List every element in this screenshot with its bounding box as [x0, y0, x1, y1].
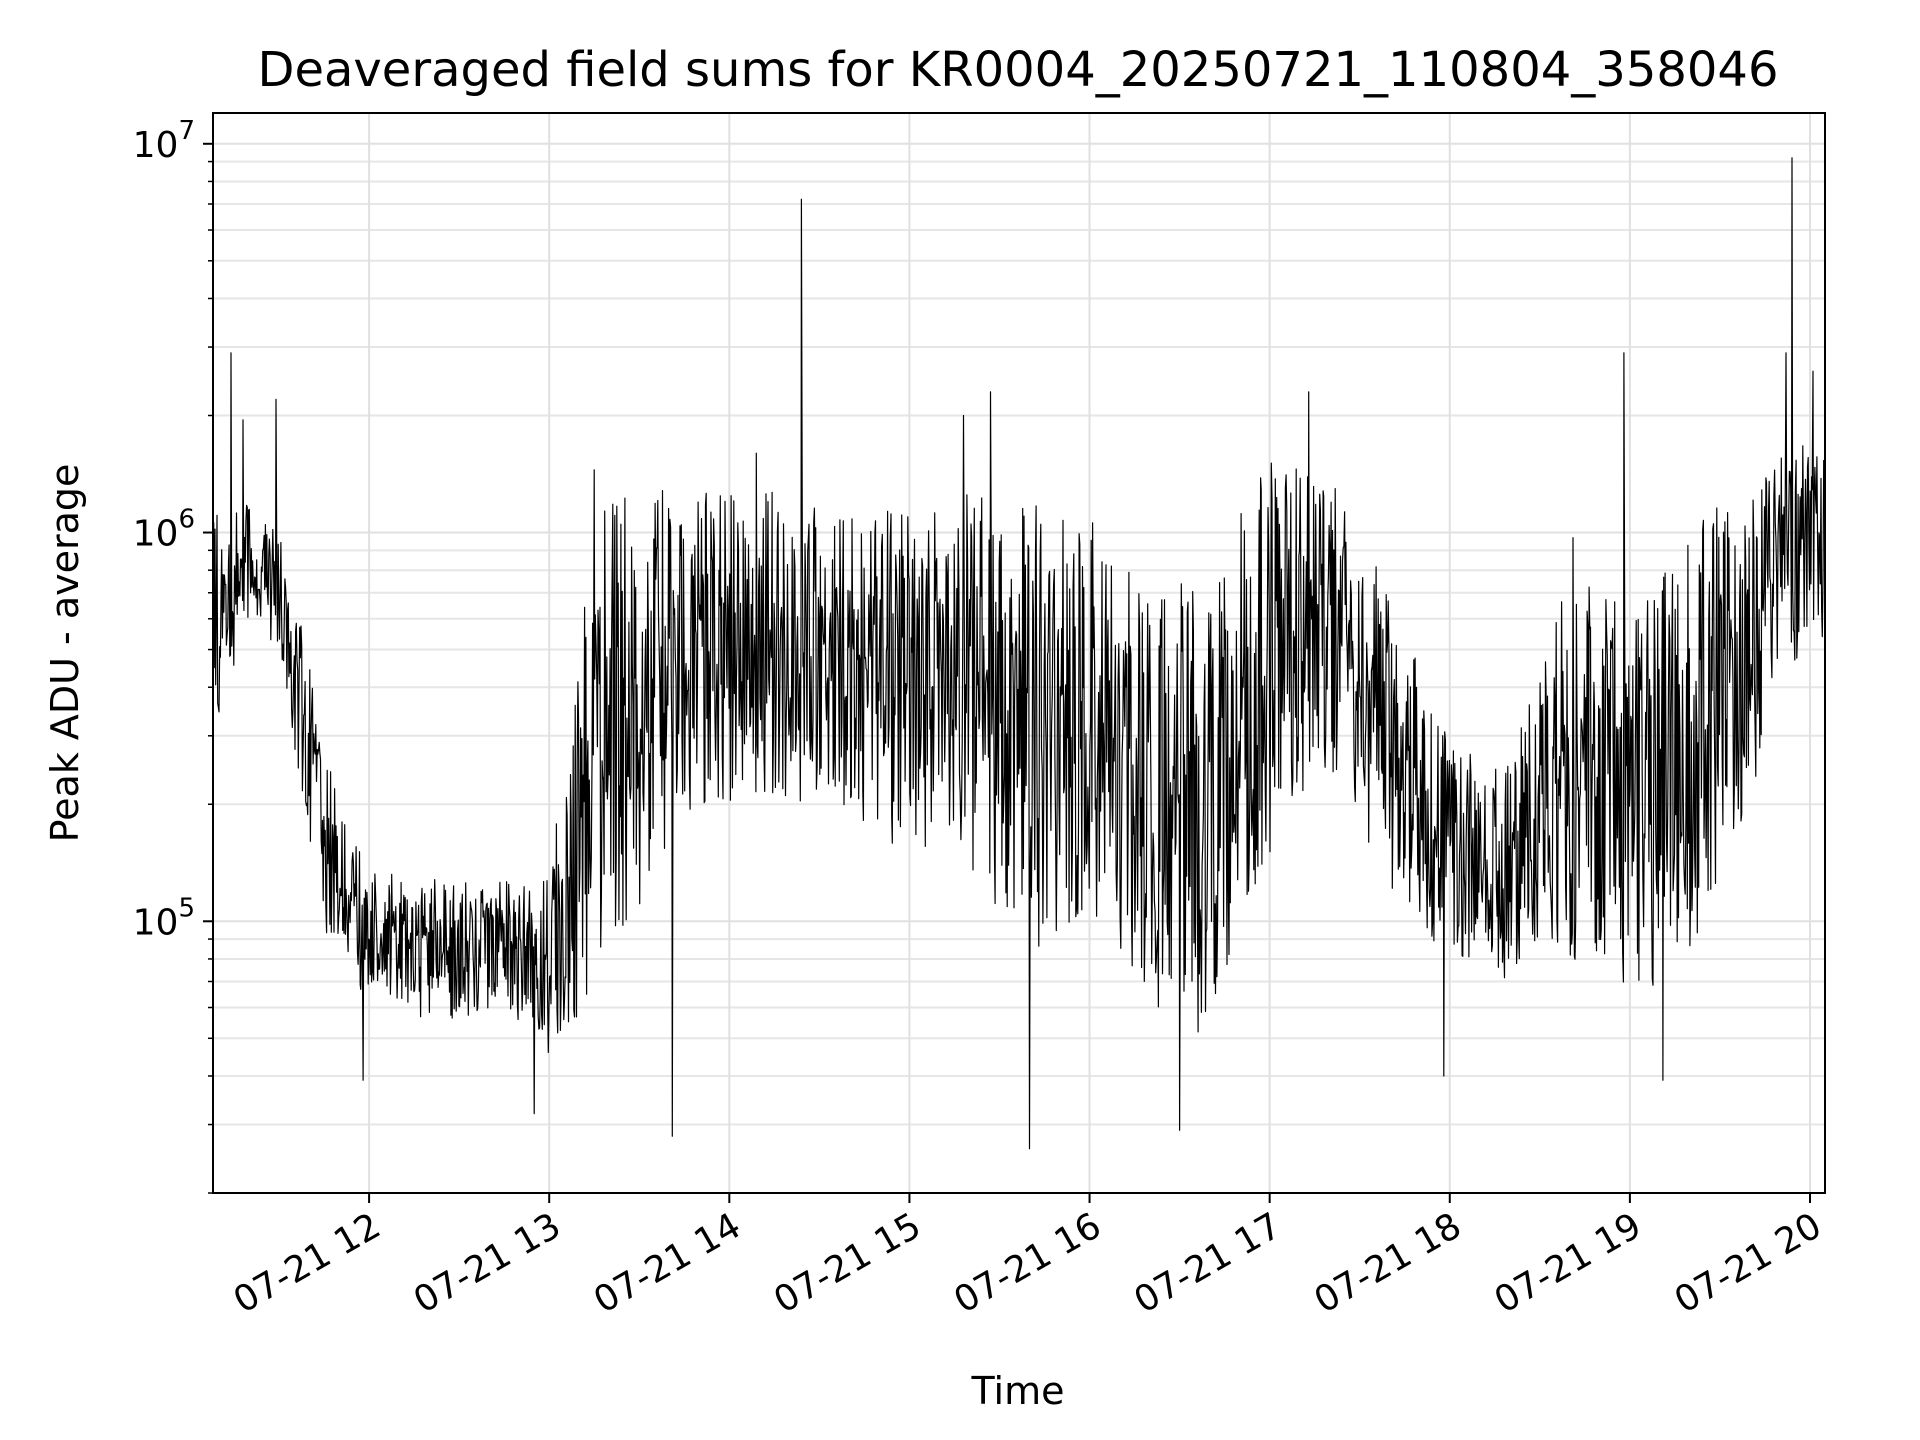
y-tick-label: 105 [133, 893, 195, 943]
y-axis-label: Peak ADU - average [43, 464, 87, 843]
x-axis-label: Time [971, 1369, 1065, 1413]
y-axis: 105 106 107 [133, 116, 213, 1194]
plot-frame [212, 112, 1826, 1194]
plot-series [212, 157, 1826, 1150]
series-line [212, 157, 1826, 1150]
chart-title: Deaveraged field sums for KR0004_2025072… [257, 42, 1778, 98]
y-tick-label: 106 [133, 505, 195, 555]
y-tick-label: 107 [133, 116, 195, 166]
